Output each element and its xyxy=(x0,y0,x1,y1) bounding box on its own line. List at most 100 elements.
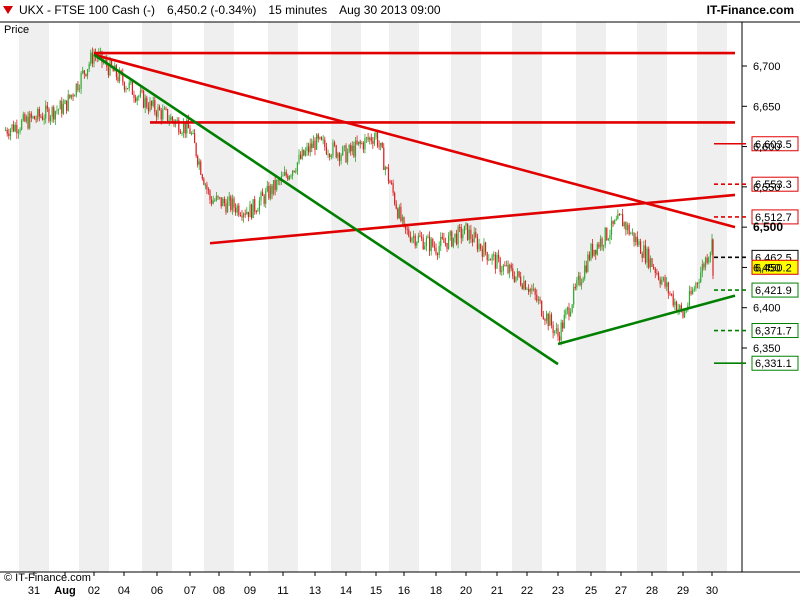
candle-body xyxy=(198,161,200,165)
candle-body xyxy=(8,133,10,137)
candle-body xyxy=(416,242,418,246)
candle-body xyxy=(623,222,625,227)
candle-body xyxy=(712,239,714,276)
candle-body xyxy=(518,271,520,277)
candle-body xyxy=(419,235,421,237)
day-band xyxy=(576,22,606,572)
candle-body xyxy=(135,97,137,102)
candle-body xyxy=(78,88,81,90)
candle-body xyxy=(112,67,114,72)
candle-body xyxy=(250,204,253,219)
candle-body xyxy=(306,146,308,151)
candle-body xyxy=(354,140,357,157)
candle-body xyxy=(521,284,523,289)
candle-body xyxy=(585,265,587,272)
candle-body xyxy=(212,200,214,204)
candle-body xyxy=(413,235,415,238)
candle-body xyxy=(265,191,267,204)
candle-body xyxy=(636,236,638,245)
candle-body xyxy=(260,192,262,201)
candle-body xyxy=(290,175,292,177)
candle-body xyxy=(356,140,358,145)
candle-body xyxy=(204,184,206,186)
candle-body xyxy=(152,100,154,106)
candle-body xyxy=(675,301,678,312)
candle-body xyxy=(424,245,426,250)
candle-body xyxy=(577,275,580,281)
candle-body xyxy=(144,97,146,108)
candle-body xyxy=(277,179,279,181)
candle-body xyxy=(296,162,298,172)
candle-body xyxy=(303,149,305,156)
day-band xyxy=(697,22,727,572)
candle-body xyxy=(53,107,55,120)
candle-body xyxy=(85,73,87,76)
candle-body xyxy=(667,282,669,294)
candle-body xyxy=(486,252,488,261)
candle-body xyxy=(249,204,251,218)
candle-body xyxy=(429,236,431,252)
price-level-box xyxy=(751,259,799,275)
candle-body xyxy=(33,116,36,120)
candle-body xyxy=(400,206,402,221)
candle-body xyxy=(252,199,254,219)
candle-body xyxy=(190,133,193,135)
candle-body xyxy=(565,310,567,315)
candle-body xyxy=(620,214,622,216)
candle-body xyxy=(378,145,380,147)
candle-body xyxy=(590,243,592,260)
candle-body xyxy=(452,237,454,247)
candle-body xyxy=(467,223,469,240)
candle-body xyxy=(301,149,303,159)
candle-series xyxy=(5,47,714,346)
candle-body xyxy=(528,289,530,292)
candle-body xyxy=(122,73,124,83)
candle-body xyxy=(263,195,265,204)
x-tick-label: 04 xyxy=(118,585,130,597)
candle-body xyxy=(555,328,557,331)
candle-body xyxy=(353,145,355,157)
date-label: Aug 30 2013 09:00 xyxy=(339,3,441,17)
candle-body xyxy=(380,142,382,146)
candle-body xyxy=(628,224,630,235)
candle-body xyxy=(200,161,202,175)
candle-body xyxy=(659,279,661,285)
candle-body xyxy=(203,178,205,185)
candle-body xyxy=(136,97,138,102)
candle-body xyxy=(606,227,608,240)
candle-body xyxy=(201,174,203,179)
candle-body xyxy=(411,237,413,242)
candle-body xyxy=(238,205,240,215)
candle-body xyxy=(80,72,82,89)
candle-body xyxy=(38,109,40,117)
candle-body xyxy=(159,106,161,111)
candle-body xyxy=(670,293,673,295)
x-tick-label: 15 xyxy=(370,585,382,597)
candle-body xyxy=(468,229,470,240)
candle-body xyxy=(389,181,391,184)
candle-body xyxy=(329,154,331,158)
candle-body xyxy=(133,94,135,98)
y-axis-title: Price xyxy=(4,24,29,36)
candle-body xyxy=(279,179,281,181)
day-band xyxy=(637,22,667,572)
candle-body xyxy=(338,153,341,161)
candle-body xyxy=(436,253,439,255)
candle-body xyxy=(692,289,694,295)
day-band xyxy=(331,22,361,572)
candle-body xyxy=(206,184,208,190)
candle-body xyxy=(244,213,246,215)
candle-body xyxy=(284,171,286,176)
candle-body xyxy=(648,248,650,268)
candle-body xyxy=(27,116,29,129)
candle-body xyxy=(314,140,316,150)
candle-body xyxy=(455,233,458,245)
candle-body xyxy=(684,311,686,318)
candle-body xyxy=(614,220,616,225)
candle-body xyxy=(531,288,533,291)
candle-body xyxy=(139,90,141,96)
candle-body xyxy=(75,83,77,96)
candle-body xyxy=(427,236,429,239)
candle-body xyxy=(618,214,621,216)
